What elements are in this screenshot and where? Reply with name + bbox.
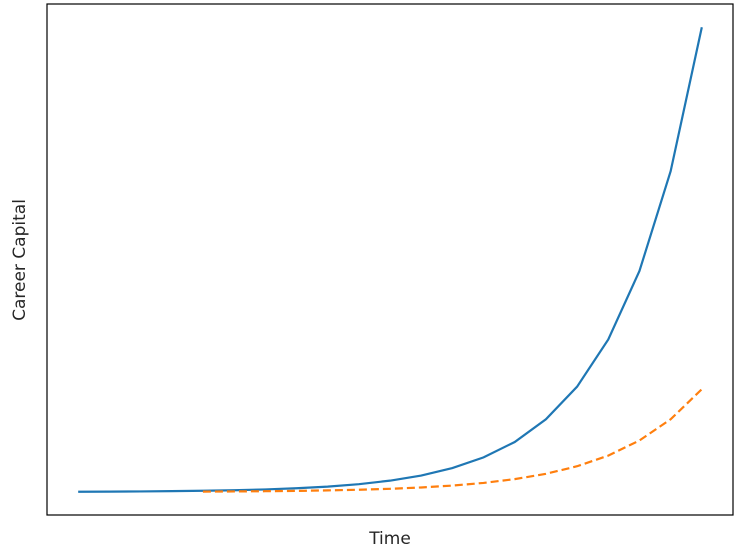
line-series [78, 27, 703, 493]
y-axis-label: Career Capital [10, 199, 30, 321]
x-axis-label: Time [368, 529, 411, 549]
plot-frame [46, 3, 734, 516]
line-series [202, 388, 703, 493]
